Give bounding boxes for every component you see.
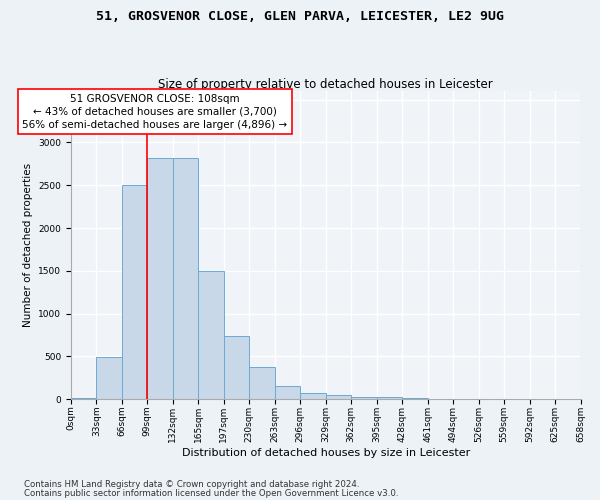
Bar — [249, 367, 275, 400]
Bar — [326, 396, 351, 400]
Bar — [173, 158, 198, 400]
Bar — [300, 393, 326, 400]
Bar — [147, 158, 173, 400]
Bar — [198, 271, 224, 400]
Text: Contains public sector information licensed under the Open Government Licence v3: Contains public sector information licen… — [24, 489, 398, 498]
Bar — [402, 398, 428, 400]
Y-axis label: Number of detached properties: Number of detached properties — [23, 163, 32, 327]
Bar — [122, 185, 147, 400]
Bar — [275, 386, 300, 400]
Bar — [224, 336, 249, 400]
Bar — [97, 358, 122, 400]
Bar — [377, 397, 402, 400]
Text: 51, GROSVENOR CLOSE, GLEN PARVA, LEICESTER, LE2 9UG: 51, GROSVENOR CLOSE, GLEN PARVA, LEICEST… — [96, 10, 504, 23]
Bar — [71, 398, 97, 400]
X-axis label: Distribution of detached houses by size in Leicester: Distribution of detached houses by size … — [182, 448, 470, 458]
Text: Contains HM Land Registry data © Crown copyright and database right 2024.: Contains HM Land Registry data © Crown c… — [24, 480, 359, 489]
Text: 51 GROSVENOR CLOSE: 108sqm
← 43% of detached houses are smaller (3,700)
56% of s: 51 GROSVENOR CLOSE: 108sqm ← 43% of deta… — [22, 94, 287, 130]
Title: Size of property relative to detached houses in Leicester: Size of property relative to detached ho… — [158, 78, 493, 91]
Bar — [351, 397, 377, 400]
